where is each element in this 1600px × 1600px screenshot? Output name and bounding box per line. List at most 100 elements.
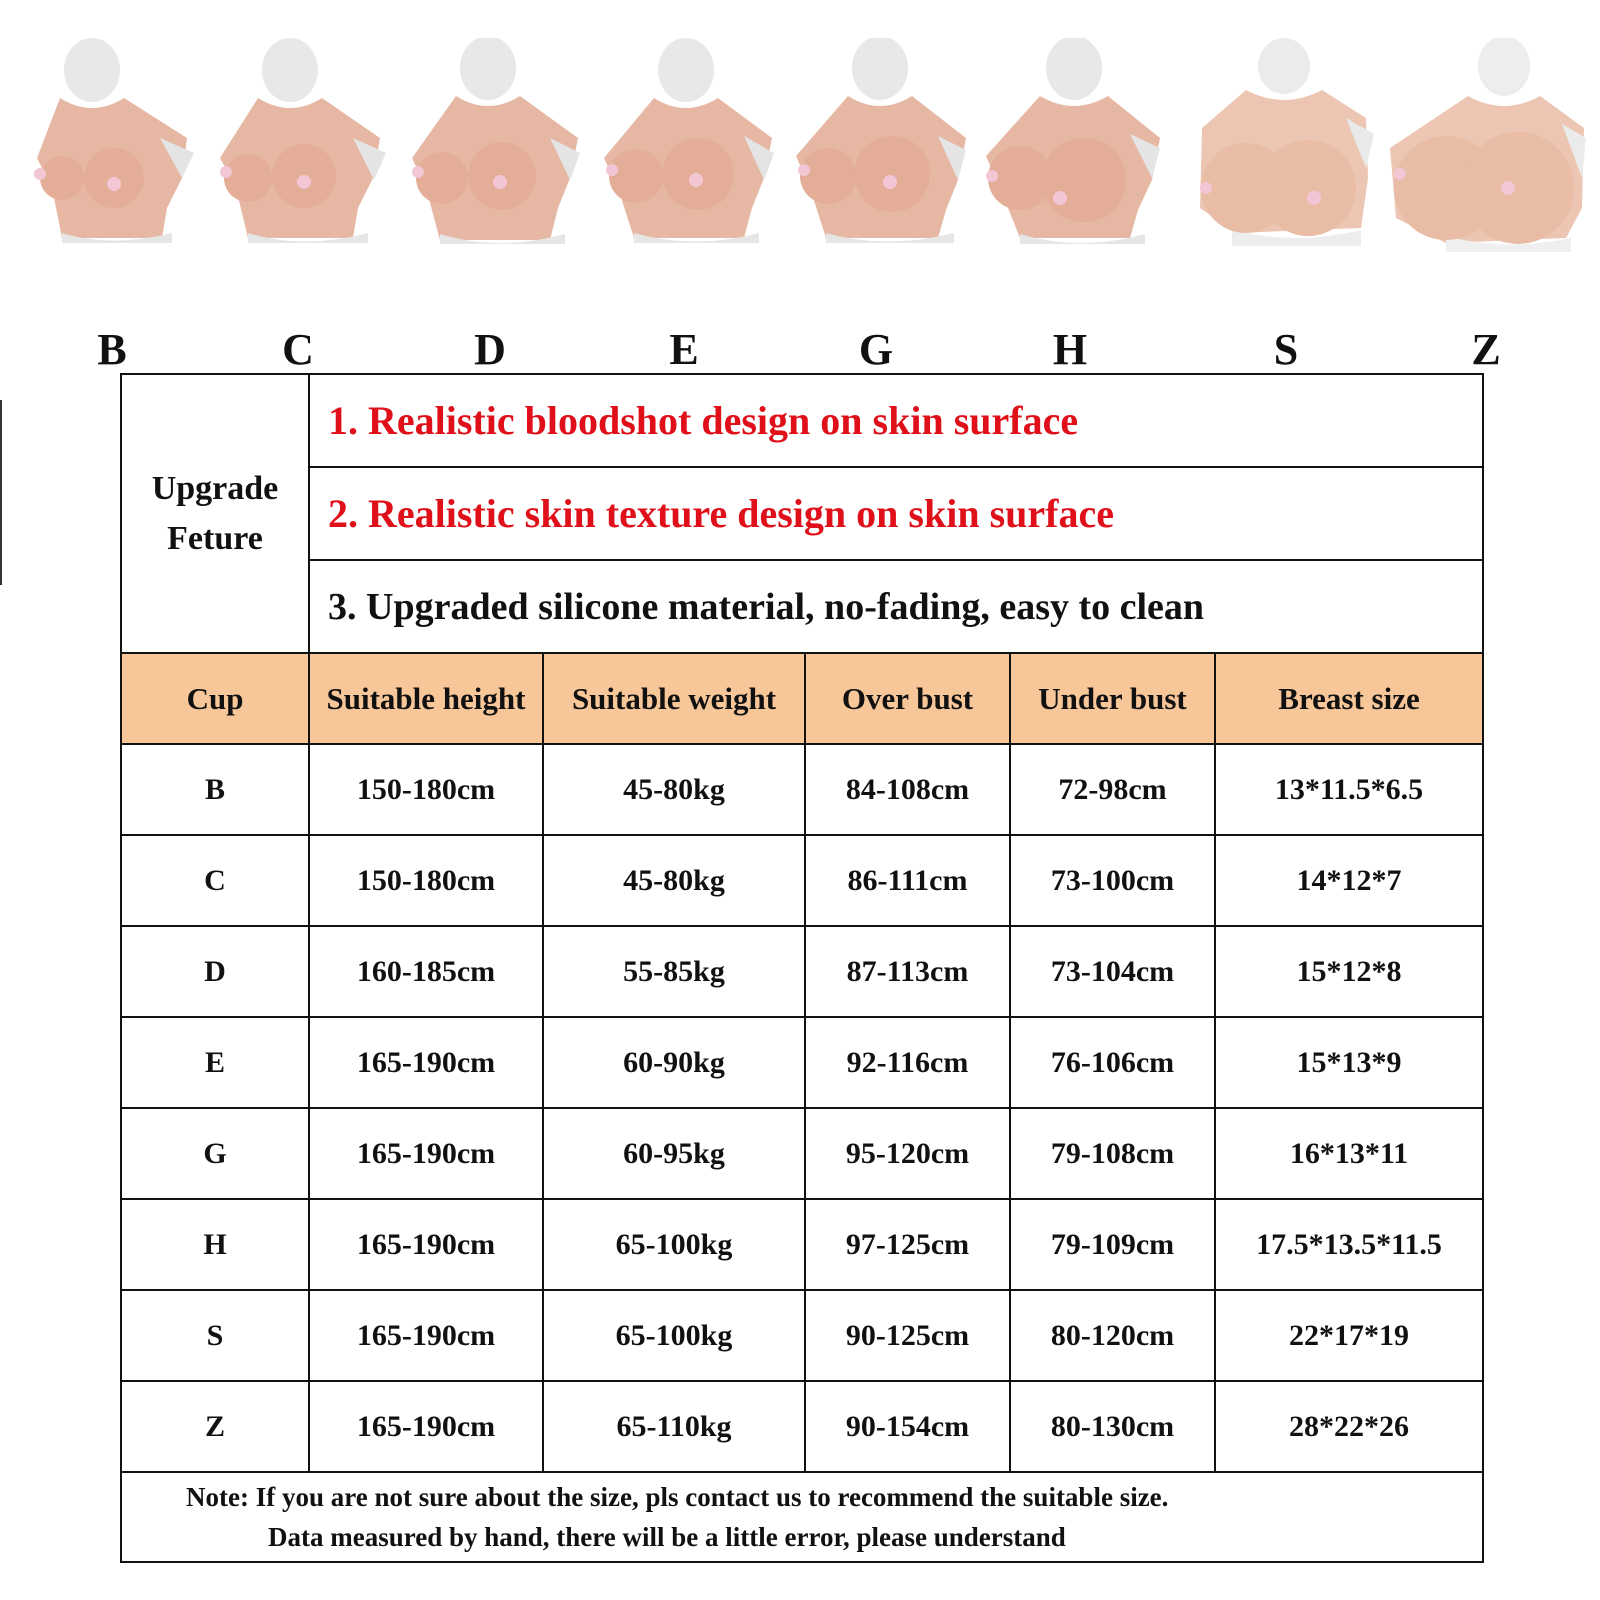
product-image-b: B [22,38,202,374]
product-image-z: Z [1386,38,1586,374]
table-cell: 87-113cm [804,925,1011,1018]
table-cell: 65-100kg [542,1198,806,1291]
product-image-c: C [208,38,388,374]
table-cell: 165-190cm [308,1198,544,1291]
table-cell: 90-154cm [804,1380,1011,1473]
feature-item: 2. Realistic skin texture design on skin… [307,466,1485,561]
table-cell: B [120,743,310,836]
breast-form-illustration [796,38,966,243]
table-cell: 165-190cm [308,1289,544,1382]
table-cell: 165-190cm [308,1016,544,1109]
feature-item: 1. Realistic bloodshot design on skin su… [307,373,1485,468]
table-cell: 60-90kg [542,1016,806,1109]
table-cell: 22*17*19 [1213,1289,1485,1382]
table-cell: 79-109cm [1009,1198,1216,1291]
table-cell: D [120,925,310,1018]
table-cell: 60-95kg [542,1107,806,1200]
table-row: G 165-190cm 60-95kg 95-120cm 79-108cm 16… [120,1107,1485,1200]
size-letter-e: E [669,325,699,374]
breast-form-illustration [220,38,386,243]
breast-form-illustration [1200,38,1374,246]
table-row: Z 165-190cm 65-110kg 90-154cm 80-130cm 2… [120,1380,1485,1473]
feature-label-line2: Feture [167,519,263,557]
table-cell: 160-185cm [308,925,544,1018]
table-row: B 150-180cm 45-80kg 84-108cm 72-98cm 13*… [120,743,1485,836]
table-cell: 13*11.5*6.5 [1213,743,1485,836]
table-cell: 15*12*8 [1213,925,1485,1018]
size-letter-b: B [97,325,127,374]
table-cell: Z [120,1380,310,1473]
feature-row: Upgrade Feture 1. Realistic bloodshot de… [120,373,1485,654]
table-row: H 165-190cm 65-100kg 97-125cm 79-109cm 1… [120,1198,1485,1291]
table-cell: 14*12*7 [1213,834,1485,927]
table-cell: 55-85kg [542,925,806,1018]
table-row: C 150-180cm 45-80kg 86-111cm 73-100cm 14… [120,834,1485,927]
feature-row: 2. Realistic skin texture design on skin… [121,466,1485,561]
table-header-row: Cup Suitable height Suitable weight Over… [120,652,1485,745]
table-cell: 28*22*26 [1213,1380,1485,1473]
breast-form-illustration [412,38,580,244]
table-cell: 80-120cm [1009,1289,1216,1382]
table-cell: 86-111cm [804,834,1011,927]
table-cell: 165-190cm [308,1380,544,1473]
breast-form-illustration [1390,38,1586,252]
table-cell: S [120,1289,310,1382]
table-cell: 45-80kg [542,834,806,927]
product-image-e: E [594,38,774,374]
size-letter-d: D [474,325,506,374]
table-row: D 160-185cm 55-85kg 87-113cm 73-104cm 15… [120,925,1485,1018]
size-letter-h: H [1052,325,1088,374]
table-cell: 95-120cm [804,1107,1011,1200]
left-edge-divider [0,400,2,585]
table-cell: 45-80kg [542,743,806,836]
size-letter-z: Z [1471,325,1501,374]
note-line: Note: If you are not sure about the size… [186,1482,1169,1512]
size-note: Note: If you are not sure about the size… [119,1471,1485,1563]
feature-item: 3. Upgraded silicone material, no-fading… [307,559,1485,654]
table-cell: 84-108cm [804,743,1011,836]
upgrade-feature-label: Upgrade Feture [120,373,310,654]
breast-form-illustration [604,38,774,243]
table-cell: 73-104cm [1009,925,1216,1018]
table-cell: 65-100kg [542,1289,806,1382]
table-cell: 92-116cm [804,1016,1011,1109]
table-cell: 90-125cm [804,1289,1011,1382]
feature-label-line1: Upgrade [151,469,279,507]
product-image-h: H [980,38,1160,374]
column-header: Under bust [1009,652,1216,745]
breast-form-illustration [34,38,194,243]
table-cell: 17.5*13.5*11.5 [1213,1198,1485,1291]
table-cell: 15*13*9 [1213,1016,1485,1109]
table-cell: 165-190cm [308,1107,544,1200]
table-cell: 16*13*11 [1213,1107,1485,1200]
table-row: S 165-190cm 65-100kg 90-125cm 80-120cm 2… [120,1289,1485,1382]
column-header: Suitable height [308,652,544,745]
table-cell: 73-100cm [1009,834,1216,927]
table-cell: 76-106cm [1009,1016,1216,1109]
table-cell: 80-130cm [1009,1380,1216,1473]
column-header: Over bust [804,652,1011,745]
product-image-g: G [786,38,966,374]
table-cell: 97-125cm [804,1198,1011,1291]
product-image-d: D [400,38,580,374]
note-row: Note: If you are not sure about the size… [119,1471,1485,1563]
table-cell: 150-180cm [308,834,544,927]
product-image-s: S [1196,38,1376,374]
column-header: Breast size [1213,652,1485,745]
size-chart-table: Upgrade Feture 1. Realistic bloodshot de… [119,373,1485,1563]
column-header: Suitable weight [542,652,806,745]
table-cell: 72-98cm [1009,743,1216,836]
table-cell: E [120,1016,310,1109]
table-cell: 150-180cm [308,743,544,836]
table-cell: G [120,1107,310,1200]
table-cell: H [120,1198,310,1291]
size-letter-s: S [1273,325,1299,374]
column-header: Cup [120,652,310,745]
table-row: E 165-190cm 60-90kg 92-116cm 76-106cm 15… [120,1016,1485,1109]
size-letter-g: G [858,325,894,374]
table-cell: 79-108cm [1009,1107,1216,1200]
breast-form-illustration [986,38,1160,244]
size-letter-c: C [282,325,314,374]
table-cell: 65-110kg [542,1380,806,1473]
table-cell: C [120,834,310,927]
